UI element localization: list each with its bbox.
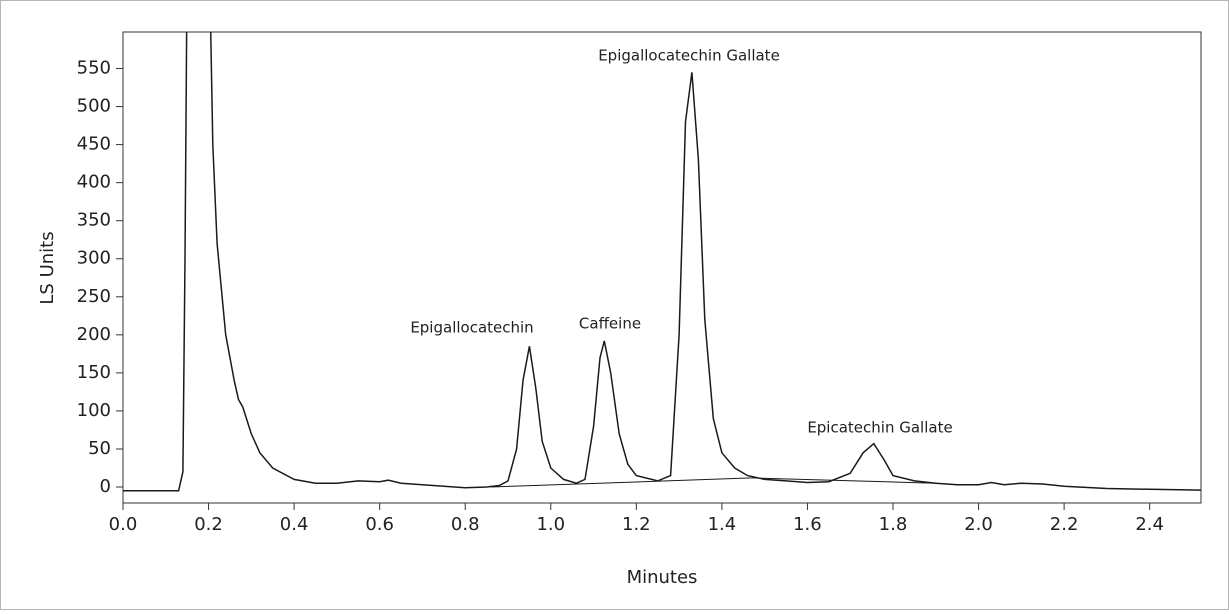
y-tick-label: 500: [77, 96, 111, 117]
y-tick-label: 350: [77, 210, 111, 231]
y-tick-label: 200: [77, 324, 111, 345]
x-tick-label: 2.0: [964, 514, 993, 535]
y-tick-label: 0: [100, 476, 111, 497]
y-tick-label: 300: [77, 248, 111, 269]
x-tick-label: 1.6: [793, 514, 822, 535]
x-tick-label: 0.2: [194, 514, 223, 535]
peak-annotation: Epigallocatechin: [410, 319, 533, 337]
x-axis-label: Minutes: [627, 567, 698, 588]
y-tick-label: 550: [77, 58, 111, 79]
x-tick-label: 0.6: [365, 514, 394, 535]
x-tick-label: 0.4: [280, 514, 309, 535]
baseline: [751, 477, 936, 484]
y-axis-label: LS Units: [37, 231, 58, 304]
plot-clip: [123, 32, 1201, 492]
y-tick-label: 50: [88, 438, 111, 459]
x-tick-label: 0.8: [451, 514, 480, 535]
y-tick-label: 450: [77, 134, 111, 155]
x-tick-label: 1.8: [879, 514, 908, 535]
x-tick-label: 1.4: [708, 514, 737, 535]
y-tick-label: 100: [77, 400, 111, 421]
baseline: [490, 477, 752, 488]
y-tick-label: 250: [77, 286, 111, 307]
x-tick-label: 2.4: [1135, 514, 1164, 535]
y-tick-label: 150: [77, 362, 111, 383]
x-tick-label: 2.2: [1050, 514, 1079, 535]
x-tick-label: 0.0: [109, 514, 138, 535]
plot-area: [122, 31, 1202, 504]
x-tick-label: 1.2: [622, 514, 651, 535]
x-tick-label: 1.0: [536, 514, 565, 535]
y-tick-label: 400: [77, 172, 111, 193]
trace: [123, 32, 1201, 492]
peak-annotation: Epigallocatechin Gallate: [598, 47, 780, 65]
peak-annotation: Caffeine: [579, 315, 641, 333]
peak-annotation: Epicatechin Gallate: [807, 419, 952, 437]
